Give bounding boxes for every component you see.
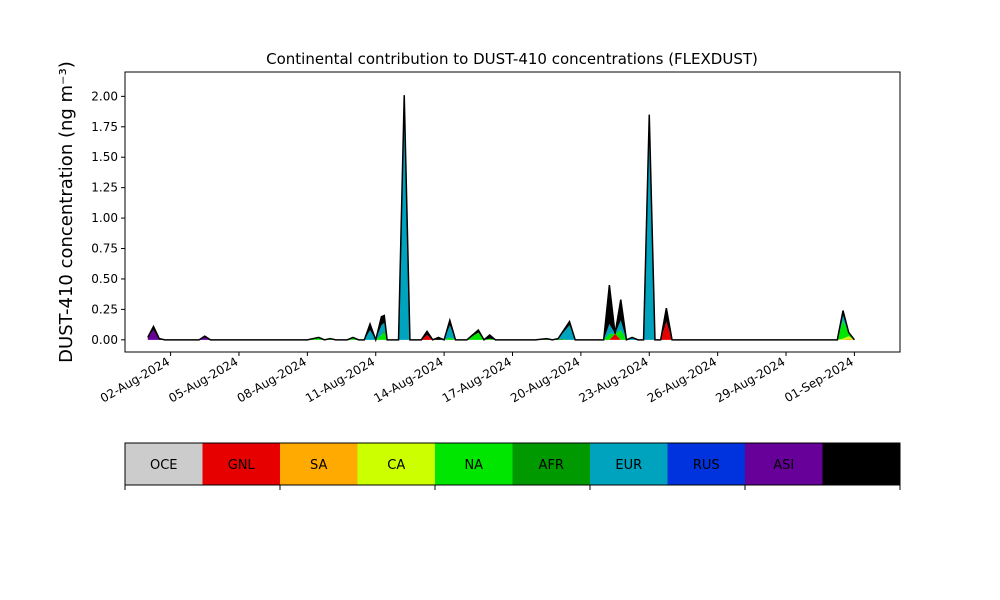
legend-label: AFR [539, 458, 564, 473]
legend-swatch-aus [822, 443, 900, 485]
legend-swatch-rus [667, 443, 745, 485]
y-tick-label: 1.25 [91, 181, 118, 195]
x-tick-label: 29-Aug-2024 [713, 354, 787, 405]
legend-label: SA [310, 458, 327, 473]
area-series-eur [147, 108, 855, 340]
area-series-afr [147, 320, 855, 340]
legend-label: AUS [848, 458, 875, 473]
legend-swatch-eur [590, 443, 668, 485]
legend-colorbar: OCE GNL SA CA NA AFR EUR RUS ASI AUS [124, 442, 901, 490]
legend-frame [124, 442, 901, 486]
legend-label: RUS [693, 458, 720, 473]
y-tick-label: 0.50 [91, 272, 118, 286]
x-tick-label: 01-Sep-2024 [782, 354, 856, 405]
y-tick-label: 1.00 [91, 211, 118, 225]
x-tick-label: 11-Aug-2024 [303, 354, 377, 405]
legend-swatch-gnl [202, 443, 280, 485]
x-tick-label: 05-Aug-2024 [166, 354, 240, 405]
legend-swatch-asi [745, 443, 823, 485]
legend-label: CA [387, 458, 405, 473]
x-axis: 02-Aug-202405-Aug-202408-Aug-202411-Aug-… [98, 352, 856, 405]
x-tick-label: 17-Aug-2024 [440, 354, 514, 405]
x-tick-label: 14-Aug-2024 [371, 354, 445, 405]
legend-swatch-ca [357, 443, 435, 485]
x-tick-label: 08-Aug-2024 [235, 354, 309, 405]
y-tick-label: 0.00 [91, 333, 118, 347]
y-axis: 0.00 0.25 0.50 0.75 1.00 1.25 1.50 1.75 2.00 [91, 89, 125, 347]
legend-swatch-sa [280, 443, 358, 485]
plot-frame [124, 71, 901, 353]
y-tick-label: 0.75 [91, 242, 118, 256]
area-series-na [147, 320, 855, 340]
total-outline [147, 95, 856, 343]
legend-swatch-na [435, 443, 513, 485]
legend-label: GNL [228, 458, 256, 473]
x-tick-label: 02-Aug-2024 [98, 354, 172, 405]
chart-title: Continental contribution to DUST-410 con… [266, 50, 758, 68]
legend-label: NA [464, 458, 483, 473]
stacked-area-series [147, 95, 855, 340]
area-series-rus [147, 108, 855, 340]
y-axis-label: DUST-410 concentration (ng m⁻³) [56, 61, 77, 363]
x-tick-label: 20-Aug-2024 [508, 354, 582, 405]
legend-label: ASI [773, 458, 794, 473]
legend-swatch-afr [512, 443, 590, 485]
y-tick-label: 1.50 [91, 150, 118, 164]
legend-label: EUR [615, 458, 642, 473]
area-series-aus [147, 95, 855, 340]
legend-swatch-oce [125, 443, 203, 485]
x-tick-label: 26-Aug-2024 [645, 354, 719, 405]
y-tick-label: 0.25 [91, 302, 118, 316]
y-tick-label: 2.00 [91, 89, 118, 103]
y-tick-label: 1.75 [91, 120, 118, 134]
total-outline-line [147, 95, 856, 343]
x-tick-label: 23-Aug-2024 [577, 354, 651, 405]
area-series-ca [147, 321, 855, 340]
area-series-gnl [147, 321, 855, 340]
area-series-asi [147, 108, 855, 340]
legend-label: OCE [150, 458, 178, 473]
area-series-sa [147, 321, 855, 340]
